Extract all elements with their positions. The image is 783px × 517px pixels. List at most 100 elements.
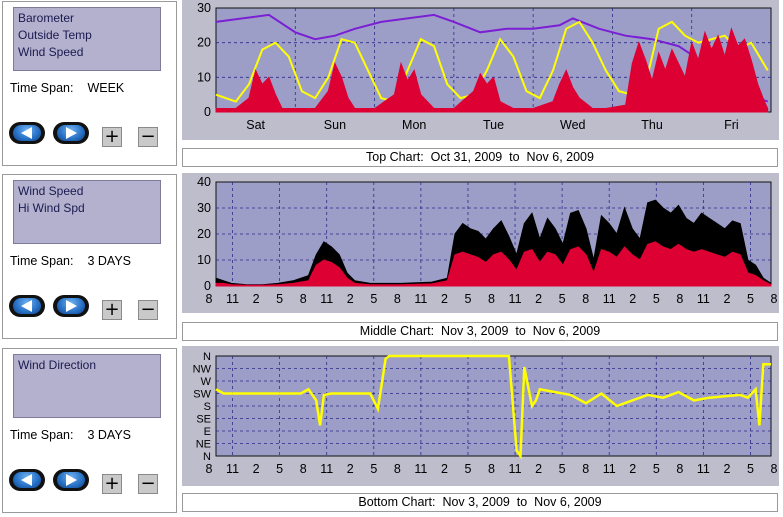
x-tick-label: 5 xyxy=(653,292,660,306)
series-item[interactable]: Hi Wind Spd xyxy=(18,201,85,215)
arrow-left-icon xyxy=(21,300,32,312)
x-tick-label: Wed xyxy=(560,118,586,132)
x-tick-label: 8 xyxy=(488,462,495,476)
middle-chart-caption: Middle Chart: Nov 3, 2009 to Nov 6, 2009 xyxy=(182,322,778,341)
next-button[interactable] xyxy=(53,469,89,491)
y-tick-label: N xyxy=(203,351,211,363)
arrow-right-icon xyxy=(66,474,77,486)
y-tick-label: SE xyxy=(196,414,211,426)
x-tick-label: 8 xyxy=(771,292,778,306)
middle-chart[interactable]: 0 10 20 30 40 8 11 2 5 8 11 2 5 8 11 2 5 8 11 2 5 8 11 2 5 8 11 2 5 8 xyxy=(182,173,779,313)
time-span-value[interactable]: 3 DAYS xyxy=(87,428,131,442)
x-tick-label: 8 xyxy=(488,292,495,306)
x-tick-label: 2 xyxy=(441,462,448,476)
x-tick-label: 2 xyxy=(535,462,542,476)
series-item[interactable]: Outside Temp xyxy=(18,28,92,42)
y-tick-label: 10 xyxy=(197,253,211,267)
y-tick-label: 20 xyxy=(197,36,211,50)
x-tick-label: 2 xyxy=(723,462,730,476)
series-item[interactable]: Barometer xyxy=(18,11,75,25)
series-list[interactable]: Barometer Outside Temp Wind Speed xyxy=(13,7,161,71)
x-tick-label: 2 xyxy=(253,292,260,306)
x-tick-label: 5 xyxy=(370,292,377,306)
y-tick-label: NW xyxy=(193,364,212,376)
y-tick-label: 30 xyxy=(197,201,211,215)
x-tick-label: 2 xyxy=(347,462,354,476)
x-tick-label: 2 xyxy=(441,292,448,306)
x-tick-label: 8 xyxy=(676,462,683,476)
series-list[interactable]: Wind Speed Hi Wind Spd xyxy=(13,180,161,244)
x-tick-label: 11 xyxy=(603,292,616,306)
wind-direction-series xyxy=(215,354,771,460)
x-tick-label: 11 xyxy=(697,462,710,476)
x-tick-label: 5 xyxy=(276,292,283,306)
y-tick-label: S xyxy=(204,401,211,413)
wind-speed-series xyxy=(215,241,772,287)
x-tick-label: 11 xyxy=(226,292,239,306)
series-item[interactable]: Wind Speed xyxy=(18,45,84,59)
x-tick-label: Fri xyxy=(724,118,739,132)
outside-temp-series xyxy=(215,20,769,103)
control-panel-middle: Wind Speed Hi Wind Spd Time Span: 3 DAYS … xyxy=(2,174,177,339)
time-span-label: Time Span: xyxy=(10,254,74,268)
zoom-in-button[interactable]: + xyxy=(102,300,122,320)
x-tick-label: 2 xyxy=(629,292,636,306)
x-tick-label: 2 xyxy=(629,462,636,476)
zoom-out-button[interactable]: − xyxy=(138,300,158,320)
arrow-right-icon xyxy=(66,300,77,312)
x-tick-label: 5 xyxy=(559,462,566,476)
x-tick-label: 5 xyxy=(464,292,471,306)
zoom-in-button[interactable]: + xyxy=(102,127,122,147)
x-tick-label: 11 xyxy=(414,292,427,306)
bottom-chart[interactable]: N NE E SE S SW W NW N 8 11 2 5 8 11 2 5 8 11 2 5 8 11 2 5 8 11 2 5 8 1… xyxy=(182,346,779,486)
x-tick-label: 5 xyxy=(559,292,566,306)
next-button[interactable] xyxy=(53,122,89,144)
middle-chart-plot: 0 10 20 30 40 8 11 2 5 8 11 2 5 8 11 2 5 8 11 2 5 8 11 2 5 8 11 2 5 8 xyxy=(197,175,778,306)
y-tick-label: 0 xyxy=(204,105,211,119)
x-tick-label: 8 xyxy=(676,292,683,306)
series-item[interactable]: Wind Direction xyxy=(18,358,97,372)
x-tick-label: 2 xyxy=(253,462,260,476)
x-tick-label: 8 xyxy=(300,292,307,306)
top-chart-plot: 0 10 20 30 Sat Sun Mon Tue Wed Thu Fri xyxy=(197,1,772,132)
x-tick-label: 5 xyxy=(747,462,754,476)
previous-button[interactable] xyxy=(9,122,45,144)
x-tick-label: Mon xyxy=(402,118,426,132)
x-tick-label: 11 xyxy=(320,462,333,476)
top-chart-caption: Top Chart: Oct 31, 2009 to Nov 6, 2009 xyxy=(182,148,778,167)
x-tick-label: 11 xyxy=(509,292,522,306)
previous-button[interactable] xyxy=(9,469,45,491)
wind-speed-series xyxy=(215,27,769,113)
arrow-left-icon xyxy=(21,474,32,486)
zoom-in-button[interactable]: + xyxy=(102,474,122,494)
time-span: Time Span: 3 DAYS xyxy=(10,254,131,268)
x-tick-label: 11 xyxy=(320,292,333,306)
previous-button[interactable] xyxy=(9,295,45,317)
x-tick-label: 8 xyxy=(206,292,213,306)
arrow-right-icon xyxy=(66,127,77,139)
x-tick-label: 8 xyxy=(300,462,307,476)
next-button[interactable] xyxy=(53,295,89,317)
x-tick-label: 8 xyxy=(582,292,589,306)
x-tick-label: 8 xyxy=(582,462,589,476)
zoom-out-button[interactable]: − xyxy=(138,474,158,494)
y-tick-label: 30 xyxy=(197,1,211,15)
time-span-value[interactable]: 3 DAYS xyxy=(87,254,131,268)
series-item[interactable]: Wind Speed xyxy=(18,184,84,198)
zoom-out-button[interactable]: − xyxy=(138,127,158,147)
x-tick-label: 5 xyxy=(653,462,660,476)
time-span-label: Time Span: xyxy=(10,428,74,442)
control-panel-bottom: Wind Direction Time Span: 3 DAYS + − xyxy=(2,348,177,513)
top-chart[interactable]: 0 10 20 30 Sat Sun Mon Tue Wed Thu Fri xyxy=(182,0,779,140)
control-panel-top: Barometer Outside Temp Wind Speed Time S… xyxy=(2,1,177,166)
x-tick-label: 5 xyxy=(370,462,377,476)
x-tick-label: 11 xyxy=(414,462,427,476)
x-tick-label: 5 xyxy=(747,292,754,306)
x-tick-label: 2 xyxy=(347,292,354,306)
y-tick-label: E xyxy=(204,426,211,438)
x-tick-label: 5 xyxy=(276,462,283,476)
time-span-value[interactable]: WEEK xyxy=(87,81,125,95)
series-list[interactable]: Wind Direction xyxy=(13,354,161,418)
x-tick-label: 2 xyxy=(723,292,730,306)
